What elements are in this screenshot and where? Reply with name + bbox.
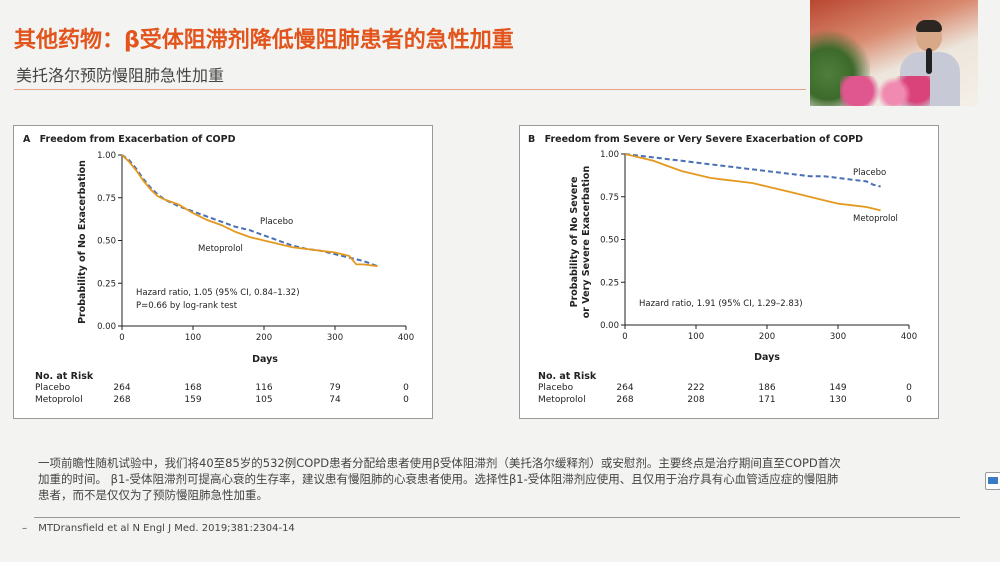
chart-a-annotation-1: Hazard ratio, 1.05 (95% CI, 0.84–1.32) [136, 288, 300, 298]
b-ytick-label: 0.50 [600, 236, 619, 246]
chart-b-letter: B [528, 134, 535, 145]
chart-b-xlabel: Days [754, 352, 780, 363]
chart-b-svg: B Freedom from Severe or Very Severe Exa… [528, 134, 917, 405]
speaker-hair [916, 20, 942, 32]
a-xtick-label: 200 [256, 333, 272, 343]
chart-b-plot: 0.00 0.25 0.50 0.75 1.00 0 100 200 300 400 Placebo… [600, 150, 917, 342]
microphone-icon [926, 48, 932, 74]
a-risk-cell: 0 [403, 383, 409, 393]
a-series-metoprolol [121, 154, 378, 268]
a-risk-row-label: Placebo [35, 383, 71, 393]
a-risk-cell: 168 [184, 383, 201, 393]
b-risk-cell: 171 [758, 395, 775, 405]
b-risk-cell: 268 [616, 395, 633, 405]
b-series-metoprolol [624, 153, 881, 212]
chart-panel-b: B Freedom from Severe or Very Severe Exa… [519, 125, 939, 419]
slide-subtitle: 美托洛尔预防慢阻肺急性加重 [16, 66, 225, 85]
a-risk-cell: 264 [113, 383, 130, 393]
a-xtick-label: 100 [185, 333, 201, 343]
b-xtick-label: 400 [901, 332, 917, 342]
reference: – MTDransfield et al N Engl J Med. 2019;… [22, 523, 295, 534]
b-ytick-label: 0.25 [600, 278, 619, 288]
a-risk-row-label: Metoprolol [35, 395, 83, 405]
b-xtick-label: 100 [688, 332, 704, 342]
b-xtick-label: 0 [622, 332, 627, 342]
a-ytick-label: 0.75 [97, 194, 116, 204]
chart-a-risk-table: Placebo 264 168 116 79 0 Metoprolol 268 159 105 74… [35, 383, 409, 405]
chart-a-xlabel: Days [252, 354, 278, 365]
description-line-1: 一项前瞻性随机试验中，我们将40至85岁的532例COPD患者分配给患者使用β受… [38, 456, 841, 470]
chart-a-svg: A Freedom from Exacerbation of COPD Prob… [23, 134, 414, 405]
b-series-label-placebo: Placebo [853, 168, 886, 178]
chart-b-annotation-1: Hazard ratio, 1.91 (95% CI, 1.29–2.83) [639, 299, 803, 309]
a-risk-cell: 74 [329, 395, 341, 405]
a-risk-cell: 0 [403, 395, 409, 405]
chart-b-ylabel-2: or Very Severe Exacerbation [581, 166, 592, 319]
b-series-label-metoprolol: Metoprolol [853, 214, 898, 224]
chart-a-plot: 0.00 0.25 0.50 0.75 1.00 0 100 200 300 400 Placebo… [97, 151, 414, 343]
b-ytick-label: 0.00 [600, 321, 619, 331]
b-xtick-label: 300 [830, 332, 846, 342]
a-ytick-label: 0.00 [97, 322, 116, 332]
svg-text:A Freedom from Exacerbat: A Freedom from Exacerbation of COPD [23, 134, 236, 145]
side-scroll-button[interactable] [985, 472, 1000, 490]
a-xtick-label: 300 [327, 333, 343, 343]
reference-bullet: – [22, 523, 27, 534]
b-ytick-label: 0.75 [600, 193, 619, 203]
a-risk-cell: 268 [113, 395, 130, 405]
a-risk-cell: 159 [184, 395, 201, 405]
chart-panel-a: A Freedom from Exacerbation of COPD Prob… [13, 125, 433, 419]
description-line-3: 患者，而不是仅仅为了预防慢阻肺急性加重。 [38, 488, 268, 502]
chart-b-risk-table: Placebo 264 222 186 149 0 Metoprolol 268 208 171 1… [538, 383, 912, 405]
b-series-placebo [624, 153, 881, 188]
reference-divider [34, 517, 960, 518]
flowers-decoration [840, 76, 930, 106]
chart-b-ylabel-1: Probability of No Severe [569, 177, 580, 308]
b-risk-row-label: Metoprolol [538, 395, 586, 405]
reference-text: MTDransfield et al N Engl J Med. 2019;38… [38, 523, 295, 534]
b-risk-cell: 130 [829, 395, 846, 405]
a-ytick-label: 0.25 [97, 279, 116, 289]
chart-a-ylabel: Probability of No Exacerbation [77, 160, 88, 324]
speaker-video-feed [810, 0, 978, 106]
a-series-label-metoprolol: Metoprolol [198, 244, 243, 254]
chart-b-risk-header: No. at Risk [538, 371, 597, 382]
svg-text:B Freedom from Severe or: B Freedom from Severe or Very Severe Exa… [528, 134, 863, 145]
description-text: 一项前瞻性随机试验中，我们将40至85岁的532例COPD患者分配给患者使用β受… [38, 455, 938, 503]
chart-a-title: Freedom from Exacerbation of COPD [40, 134, 236, 145]
b-risk-cell: 208 [687, 395, 704, 405]
a-ytick-label: 0.50 [97, 237, 116, 247]
a-risk-cell: 116 [255, 383, 272, 393]
b-ytick-label: 1.00 [600, 150, 619, 160]
a-ytick-label: 1.00 [97, 151, 116, 161]
description-line-2: 加重的时间。 β1-受体阻滞剂可提高心衰的生存率，建议患有慢阻肺的心衰患者使用。… [38, 472, 839, 486]
a-series-label-placebo: Placebo [260, 217, 293, 227]
a-xtick-label: 400 [398, 333, 414, 343]
b-risk-cell: 264 [616, 383, 633, 393]
b-risk-cell: 149 [829, 383, 846, 393]
b-risk-row-label: Placebo [538, 383, 574, 393]
chart-b-title: Freedom from Severe or Very Severe Exace… [545, 134, 864, 145]
b-risk-cell: 186 [758, 383, 775, 393]
a-risk-cell: 79 [329, 383, 341, 393]
chart-a-annotation-2: P=0.66 by log-rank test [136, 301, 238, 311]
b-xtick-label: 200 [759, 332, 775, 342]
title-divider [14, 89, 806, 90]
a-xtick-label: 0 [119, 333, 124, 343]
a-risk-cell: 105 [255, 395, 272, 405]
chart-a-letter: A [23, 134, 31, 145]
a-series-placebo [121, 154, 378, 268]
b-risk-cell: 0 [906, 395, 912, 405]
b-risk-cell: 222 [687, 383, 704, 393]
scroll-icon [988, 477, 998, 484]
chart-a-risk-header: No. at Risk [35, 371, 94, 382]
slide-title: 其他药物：β受体阻滞剂降低慢阻肺患者的急性加重 [14, 28, 514, 53]
b-risk-cell: 0 [906, 383, 912, 393]
